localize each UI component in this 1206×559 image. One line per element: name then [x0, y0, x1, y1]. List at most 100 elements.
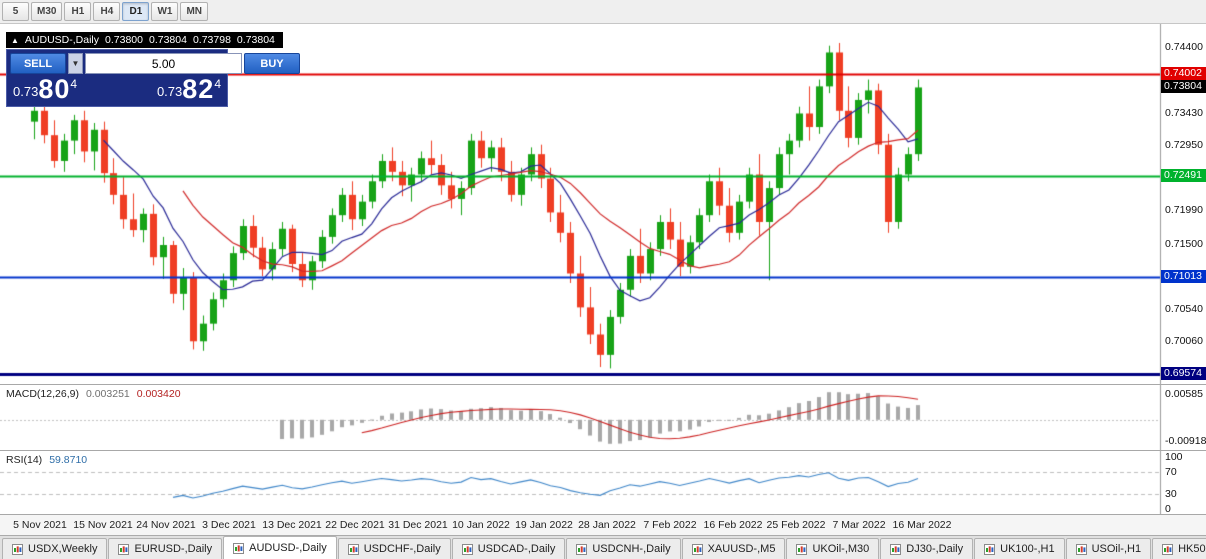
price-axis-label-0.70060: 0.70060 — [1165, 335, 1203, 348]
price-axis-label-0.69574: 0.69574 — [1161, 367, 1206, 381]
date-axis-label-15-nov-2021: 15 Nov 2021 — [73, 519, 133, 531]
rsi-pane: RSI(14) 59.8710 100 70 30 0 — [0, 450, 1206, 514]
date-axis-label-24-nov-2021: 24 Nov 2021 — [136, 519, 196, 531]
chart-tab-audusd-daily[interactable]: AUDUSD-,Daily — [223, 536, 337, 559]
chart-tab-label: XAUUSD-,M5 — [707, 543, 776, 555]
rsi-value: 59.8710 — [49, 454, 88, 466]
date-axis-label-7-mar-2022: 7 Mar 2022 — [832, 519, 886, 531]
price-axis-label-0.71500: 0.71500 — [1165, 237, 1203, 250]
price-axis-label-0.72950: 0.72950 — [1165, 139, 1203, 152]
timeframe-button-d1[interactable]: D1 — [122, 2, 150, 21]
date-axis-label-3-dec-2021: 3 Dec 2021 — [202, 519, 256, 531]
chart-tab-icon — [691, 543, 703, 555]
timeframe-toolbar: 5 M30 H1 H4 D1 W1 MN — [0, 0, 1206, 24]
buy-price-pipette: 4 — [214, 77, 221, 91]
date-axis: 5 Nov 2021 15 Nov 2021 24 Nov 2021 3 Dec 20… — [0, 514, 1206, 535]
date-axis-label-16-feb-2022: 16 Feb 2022 — [703, 519, 763, 531]
date-axis-label-13-dec-2021: 13 Dec 2021 — [262, 519, 322, 531]
chart-tab-bar: USDX,Weekly EURUSD-,Daily AUDUSD-,Daily USD… — [0, 535, 1206, 559]
chart-tab-icon — [890, 543, 902, 555]
rsi-axis-label-70: 70 — [1165, 465, 1177, 478]
date-axis-label-28-jan-2022: 28 Jan 2022 — [578, 519, 636, 531]
chart-tab-usdx-weekly[interactable]: USDX,Weekly — [2, 538, 108, 559]
chart-tab-icon — [347, 543, 359, 555]
date-axis-label-7-feb-2022: 7 Feb 2022 — [643, 519, 697, 531]
timeframe-button-5[interactable]: 5 — [2, 2, 29, 21]
sell-price-prefix: 0.73 — [13, 84, 39, 99]
timeframe-button-mn[interactable]: MN — [180, 2, 209, 21]
ohlc-open: 0.73800 — [105, 34, 143, 46]
price-axis-label-0.74002: 0.74002 — [1161, 67, 1206, 81]
chart-tab-label: AUDUSD-,Daily — [249, 542, 327, 554]
timeframe-button-w1[interactable]: W1 — [151, 2, 179, 21]
chart-tab-usdchf-daily[interactable]: USDCHF-,Daily — [337, 538, 451, 559]
chart-tab-uk100-h1[interactable]: UK100-,H1 — [974, 538, 1065, 559]
chart-tab-label: USDCNH-,Daily — [592, 543, 671, 555]
rsi-axis-label-100: 100 — [1165, 451, 1183, 463]
buy-button[interactable]: BUY — [244, 53, 300, 74]
timeframe-button-h4[interactable]: H4 — [93, 2, 121, 21]
volume-dropdown[interactable]: ▼ — [68, 53, 83, 74]
chart-tab-ukoil-m30[interactable]: UKOil-,M30 — [786, 538, 880, 559]
chart-tab-label: UKOil-,M30 — [812, 543, 870, 555]
ohlc-close: 0.73804 — [236, 34, 275, 46]
chart-tab-icon — [461, 543, 473, 555]
bullish-arrow-icon: ▲ — [11, 35, 19, 45]
sell-price-big: 80 — [38, 74, 71, 104]
macd-canvas[interactable] — [0, 385, 1206, 450]
macd-axis-top: 0.00585 — [1165, 388, 1203, 400]
main-chart-pane: ▲ AUDUSD-,Daily 0.73800 0.73804 0.73798 … — [0, 24, 1206, 384]
macd-label: MACD(12,26,9) 0.003251 0.003420 — [6, 388, 181, 400]
date-axis-label-22-dec-2021: 22 Dec 2021 — [325, 519, 385, 531]
chart-tab-xauusd-m5[interactable]: XAUUSD-,M5 — [681, 538, 786, 559]
buy-price-prefix: 0.73 — [156, 84, 183, 99]
rsi-label: RSI(14) 59.8710 — [6, 454, 87, 466]
rsi-canvas[interactable] — [0, 451, 1206, 514]
ohlc-high: 0.73804 — [148, 34, 187, 46]
chart-tab-icon — [12, 543, 23, 555]
chart-tab-eurusd-daily[interactable]: EURUSD-,Daily — [108, 538, 223, 559]
rsi-axis-label-0: 0 — [1165, 503, 1171, 514]
price-axis-label-0.73804: 0.73804 — [1161, 80, 1206, 94]
chart-tab-dj30-daily[interactable]: DJ30-,Daily — [880, 538, 974, 559]
macd-pane: MACD(12,26,9) 0.003251 0.003420 0.00585 … — [0, 384, 1206, 450]
buy-price: 0.73 82 4 — [157, 76, 221, 103]
symbol-title: AUDUSD-,Daily — [24, 34, 100, 46]
chart-tab-label: USDCHF-,Daily — [363, 543, 441, 555]
buy-price-big: 82 — [182, 74, 215, 104]
chart-tab-icon — [118, 543, 130, 555]
price-axis-label-0.72491: 0.72491 — [1161, 169, 1206, 183]
date-axis-label-16-mar-2022: 16 Mar 2022 — [892, 519, 952, 531]
chart-tab-usdcad-daily[interactable]: USDCAD-,Daily — [451, 538, 566, 559]
chart-tab-usdcnh-daily[interactable]: USDCNH-,Daily — [566, 538, 681, 559]
timeframe-button-m30[interactable]: M30 — [31, 2, 63, 21]
macd-main-value: 0.003251 — [85, 388, 130, 400]
macd-name: MACD(12,26,9) — [6, 388, 79, 400]
sell-button[interactable]: SELL — [10, 53, 66, 74]
rsi-axis-label-30: 30 — [1165, 488, 1177, 501]
price-axis-label-0.71013: 0.71013 — [1161, 269, 1206, 283]
timeframe-button-h1[interactable]: H1 — [64, 2, 92, 21]
price-axis-label-0.74400: 0.74400 — [1165, 41, 1203, 54]
chevron-down-icon: ▼ — [71, 59, 80, 68]
chart-tab-icon — [796, 543, 808, 555]
chart-tab-usoil-h1[interactable]: USOil-,H1 — [1065, 538, 1152, 559]
date-axis-label-25-feb-2022: 25 Feb 2022 — [766, 519, 826, 531]
macd-axis-bottom: -0.00918 — [1165, 435, 1206, 447]
chart-tab-icon — [576, 543, 588, 555]
chart-tab-icon — [1162, 543, 1174, 555]
volume-input[interactable] — [85, 53, 242, 74]
chart-tab-hk50-daily[interactable]: HK50-,Daily — [1152, 538, 1206, 559]
sell-price-pipette: 4 — [70, 77, 78, 91]
one-click-trade-panel: SELL ▼ BUY 0.73 80 4 0.73 82 4 — [6, 49, 300, 107]
date-axis-label-19-jan-2022: 19 Jan 2022 — [515, 519, 573, 531]
sell-price: 0.73 80 4 — [13, 76, 77, 103]
rsi-name: RSI(14) — [6, 454, 43, 466]
date-axis-label-10-jan-2022: 10 Jan 2022 — [452, 519, 510, 531]
chart-tab-label: DJ30-,Daily — [906, 543, 964, 555]
chart-tab-label: USDCAD-,Daily — [477, 543, 556, 555]
ohlc-low: 0.73798 — [192, 34, 231, 46]
price-axis-label-0.73430: 0.73430 — [1165, 106, 1203, 119]
chart-tab-icon — [233, 542, 245, 554]
